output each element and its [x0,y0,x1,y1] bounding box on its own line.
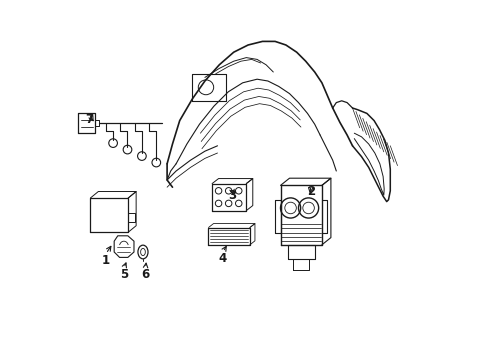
Text: 3: 3 [227,189,236,202]
Text: 5: 5 [120,268,128,281]
Text: 7: 7 [85,113,93,126]
Text: 2: 2 [306,185,315,198]
Text: 6: 6 [141,268,149,281]
Text: 4: 4 [218,252,226,265]
Text: 1: 1 [102,254,110,267]
